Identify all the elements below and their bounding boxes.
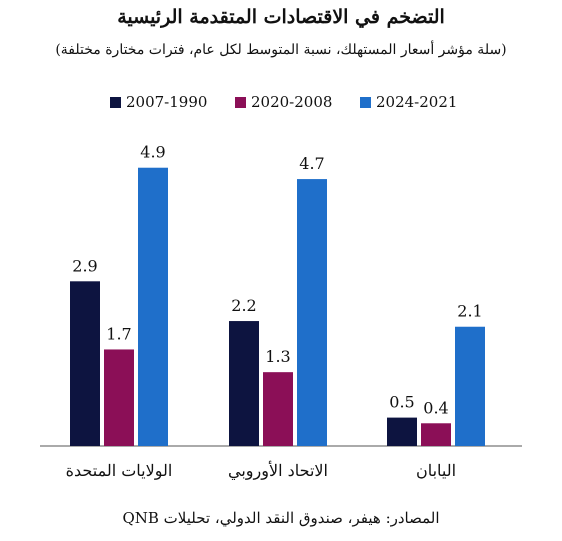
bar-2008-2020-1: [263, 372, 293, 446]
legend-label-1990-2007: 2007-1990: [126, 93, 208, 111]
data-label-2008-2020-1: 1.3: [265, 347, 290, 366]
legend-item-2021-2024: 2024-2021: [360, 93, 457, 111]
bar-1990-2007-1: [229, 321, 259, 446]
bar-1990-2007-2: [387, 417, 417, 446]
data-label-2021-2024-1: 4.7: [299, 154, 324, 173]
chart-source: المصادر: هيفر، صندوق النقد الدولي، تحليل…: [122, 509, 440, 527]
legend-swatch-2021-2024: [360, 96, 371, 108]
category-label-2: اليابان: [416, 461, 456, 480]
data-label-2008-2020-0: 1.7: [106, 324, 131, 343]
bar-2021-2024-1: [297, 179, 327, 446]
bar-1990-2007-0: [70, 281, 100, 446]
legend-swatch-1990-2007: [110, 96, 121, 108]
bar-2008-2020-2: [421, 423, 451, 446]
data-label-2021-2024-0: 4.9: [140, 143, 165, 162]
chart-subtitle: (سلة مؤشر أسعار المستهلك، نسبة المتوسط ل…: [55, 42, 507, 58]
data-label-2008-2020-2: 0.4: [423, 398, 448, 417]
legend-swatch-2008-2020: [235, 96, 246, 108]
legend-item-1990-2007: 2007-1990: [110, 93, 207, 111]
data-label-1990-2007-0: 2.9: [72, 256, 97, 275]
data-label-1990-2007-2: 0.5: [389, 393, 414, 412]
bar-2021-2024-0: [138, 167, 168, 446]
bar-2008-2020-0: [104, 349, 134, 446]
data-label-2021-2024-2: 2.1: [457, 302, 482, 321]
legend-label-2021-2024: 2024-2021: [376, 93, 458, 111]
chart-legend: 2007-1990 2020-2008 2024-2021: [0, 93, 562, 115]
category-label-0: الولايات المتحدة: [66, 461, 173, 480]
bar-2021-2024-2: [455, 326, 485, 446]
data-label-1990-2007-1: 2.2: [231, 296, 256, 315]
category-label-1: الاتحاد الأوروبي: [228, 461, 328, 480]
legend-item-2008-2020: 2020-2008: [235, 93, 332, 111]
legend-label-2008-2020: 2020-2008: [251, 93, 333, 111]
chart-title: التضخم في الاقتصادات المتقدمة الرئيسية: [117, 6, 445, 28]
